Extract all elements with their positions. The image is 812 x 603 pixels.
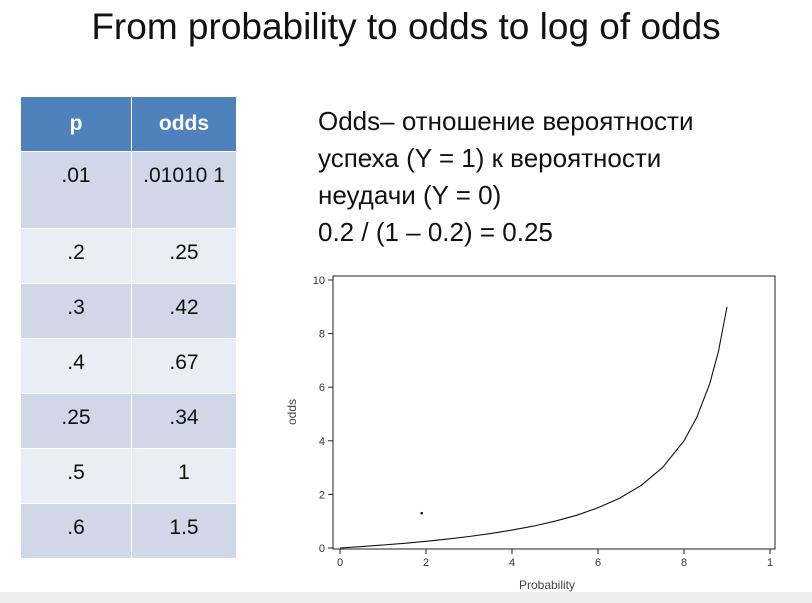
y-tick-label: 4 [319, 436, 325, 448]
column-header-p: p [20, 96, 132, 152]
cell-p: .01 [20, 151, 132, 229]
cell-p: .6 [20, 503, 132, 559]
cell-p: .4 [20, 338, 132, 394]
table-row: .2 .25 [20, 228, 237, 284]
table-row: .6 1.5 [20, 503, 237, 559]
slide-title: From probability to odds to log of odds [91, 6, 721, 47]
definition-line: Odds– отношение вероятности [318, 106, 694, 136]
odds-definition: Odds– отношение вероятности успеха (Y = … [318, 103, 693, 251]
cell-p: .2 [20, 228, 132, 284]
cell-odds: .34 [131, 393, 237, 449]
x-tick-label: 4 [509, 557, 515, 569]
probability-odds-table: p odds .01 .01010 1 .2 .25 .3 .42 .4 .67… [20, 96, 237, 559]
y-tick-label: 0 [319, 543, 325, 555]
cell-odds: .25 [131, 228, 237, 284]
x-tick-label: 2 [423, 557, 429, 569]
y-tick-label: 8 [319, 329, 325, 341]
cell-p: .3 [20, 283, 132, 339]
cell-odds: 1 [131, 448, 237, 504]
y-tick-label: 10 [313, 275, 325, 287]
y-axis-label: odds [285, 399, 299, 425]
x-axis-label: Probability [519, 578, 575, 592]
cell-odds: .01010 1 [131, 151, 237, 229]
definition-line: неудачи (Y = 0) [318, 180, 502, 210]
odds-curve [339, 306, 728, 549]
cell-p: .25 [20, 393, 132, 449]
y-tick-label: 2 [319, 489, 325, 501]
cell-odds: .67 [131, 338, 237, 394]
table-row: .4 .67 [20, 338, 237, 394]
table-row: .3 .42 [20, 283, 237, 339]
table-row: .5 1 [20, 448, 237, 504]
column-header-odds: odds [131, 96, 237, 152]
cell-odds: 1.5 [131, 503, 237, 559]
x-tick-label: 6 [595, 557, 601, 569]
plot-frame [332, 275, 776, 550]
cell-odds: .42 [131, 283, 237, 339]
definition-line: 0.2 / (1 – 0.2) = 0.25 [318, 217, 553, 247]
table-row: .01 .01010 1 [20, 151, 237, 229]
table-header-row: p odds [20, 96, 237, 152]
table-row: .25 .34 [20, 393, 237, 449]
data-point [420, 511, 423, 515]
x-tick-label: 8 [681, 557, 687, 569]
definition-line: успеха (Y = 1) к вероятности [318, 143, 662, 173]
y-tick-label: 6 [319, 382, 325, 394]
bottom-bar [0, 592, 812, 603]
x-tick-label: 1 [767, 557, 773, 569]
x-tick-label: 0 [337, 557, 343, 569]
cell-p: .5 [20, 448, 132, 504]
